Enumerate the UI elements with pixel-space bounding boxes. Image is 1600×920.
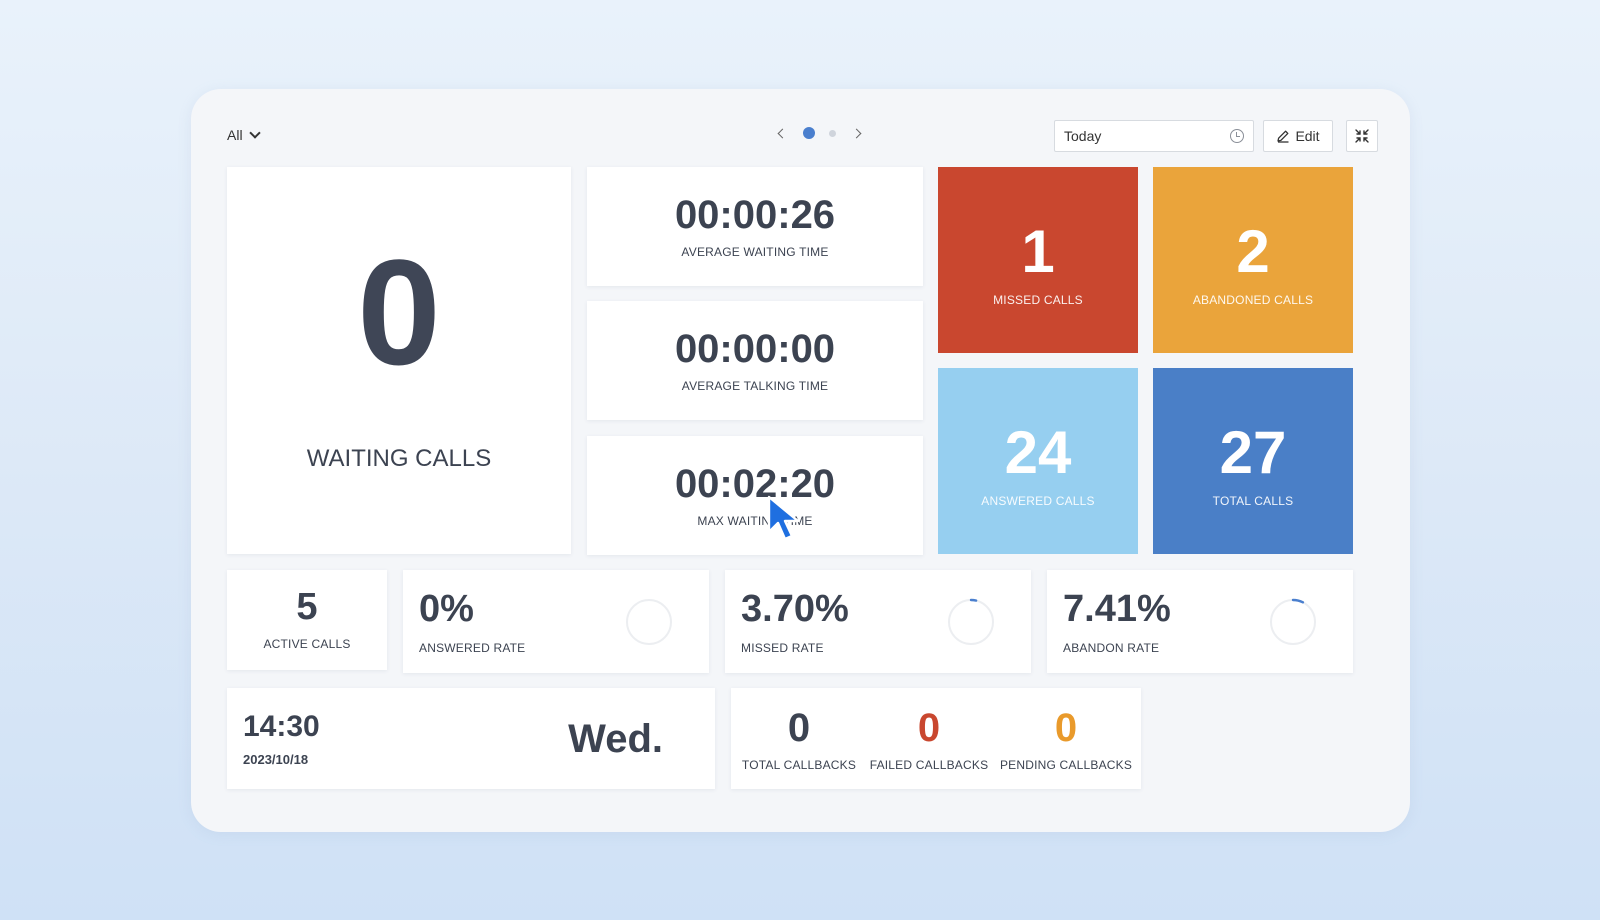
answered-calls-tile: 24 ANSWERED CALLS [938,368,1138,554]
waiting-calls-value: 0 [357,228,441,396]
abandoned-calls-tile: 2 ABANDONED CALLS [1153,167,1353,353]
max-waiting-time-value: 00:02:20 [674,462,836,506]
answered-rate-card: 0% ANSWERED RATE [403,570,709,673]
edit-button[interactable]: Edit [1263,120,1333,152]
pencil-icon [1277,130,1289,143]
average-talking-time-label: AVERAGE TALKING TIME [681,379,829,393]
current-date: 2023/10/18 [243,752,309,767]
abandon-rate-ring [1270,598,1316,645]
average-talking-time-value: 00:00:00 [674,327,836,371]
abandoned-calls-value: 2 [1236,218,1270,285]
failed-callbacks: 0 FAILED CALLBACKS [867,708,991,772]
dashboard-panel: All Today Edit 0 WAITING CALLS [191,89,1410,832]
active-calls-value: 5 [296,586,318,628]
missed-rate-value: 3.70% [741,588,849,630]
answered-calls-value: 24 [1004,419,1072,486]
pending-callbacks: 0 PENDING CALLBACKS [999,708,1133,772]
chevron-down-icon [248,127,261,139]
total-callbacks-value: 0 [787,706,811,750]
abandoned-calls-label: ABANDONED CALLS [1192,293,1314,307]
missed-calls-value: 1 [1021,218,1055,285]
queue-filter-dropdown[interactable]: All [227,127,261,143]
pending-callbacks-value: 0 [1054,706,1078,750]
total-callbacks: 0 TOTAL CALLBACKS [739,708,859,772]
total-callbacks-label: TOTAL CALLBACKS [741,758,857,772]
mouse-pointer-icon [767,495,800,541]
page-dot-inactive[interactable] [829,129,836,137]
answered-rate-value: 0% [419,588,474,630]
collapse-fullscreen-icon [1355,129,1369,143]
answered-rate-ring [626,599,672,645]
chevron-left-icon[interactable] [773,125,789,141]
active-calls-card: 5 ACTIVE CALLS [227,570,387,670]
missed-rate-card: 3.70% MISSED RATE [725,570,1031,673]
queue-filter-label: All [227,127,243,143]
current-weekday: Wed. [568,717,663,761]
page-dot-active[interactable] [803,127,815,139]
answered-rate-label: ANSWERED RATE [419,641,526,655]
clock-icon [1230,129,1244,143]
abandon-rate-label: ABANDON RATE [1063,641,1160,655]
current-time: 14:30 [243,710,320,743]
abandon-rate-arc [1291,598,1305,604]
total-calls-tile: 27 TOTAL CALLS [1153,368,1353,554]
fullscreen-button[interactable] [1346,120,1378,152]
edit-label: Edit [1295,128,1320,144]
abandon-rate-value: 7.41% [1063,588,1171,630]
active-calls-label: ACTIVE CALLS [263,637,351,651]
missed-rate-arc [969,598,978,602]
failed-callbacks-value: 0 [917,706,941,750]
date-range-picker[interactable]: Today [1054,120,1254,152]
answered-calls-label: ANSWERED CALLS [981,494,1095,508]
missed-calls-tile: 1 MISSED CALLS [938,167,1138,353]
date-range-value: Today [1064,128,1102,144]
failed-callbacks-label: FAILED CALLBACKS [869,758,989,772]
missed-rate-ring [948,598,994,645]
average-waiting-time-value: 00:00:26 [674,193,836,237]
average-talking-time-card: 00:00:00 AVERAGE TALKING TIME [587,301,923,420]
missed-rate-label: MISSED RATE [741,641,824,655]
waiting-calls-label: WAITING CALLS [306,445,492,472]
waiting-calls-card: 0 WAITING CALLS [227,167,571,554]
max-waiting-time-label: MAX WAITING TIME [697,514,813,528]
total-calls-label: TOTAL CALLS [1212,494,1294,508]
page-switcher [773,125,866,141]
pending-callbacks-label: PENDING CALLBACKS [999,758,1133,772]
clock-card: 14:30 2023/10/18 Wed. [227,688,715,789]
callbacks-card: 0 TOTAL CALLBACKS 0 FAILED CALLBACKS 0 P… [731,688,1141,789]
abandon-rate-card: 7.41% ABANDON RATE [1047,570,1353,673]
chevron-right-icon[interactable] [850,125,866,141]
total-calls-value: 27 [1219,419,1287,486]
average-waiting-time-card: 00:00:26 AVERAGE WAITING TIME [587,167,923,286]
missed-calls-label: MISSED CALLS [993,293,1083,307]
max-waiting-time-card: 00:02:20 MAX WAITING TIME [587,436,923,555]
average-waiting-time-label: AVERAGE WAITING TIME [681,245,829,259]
